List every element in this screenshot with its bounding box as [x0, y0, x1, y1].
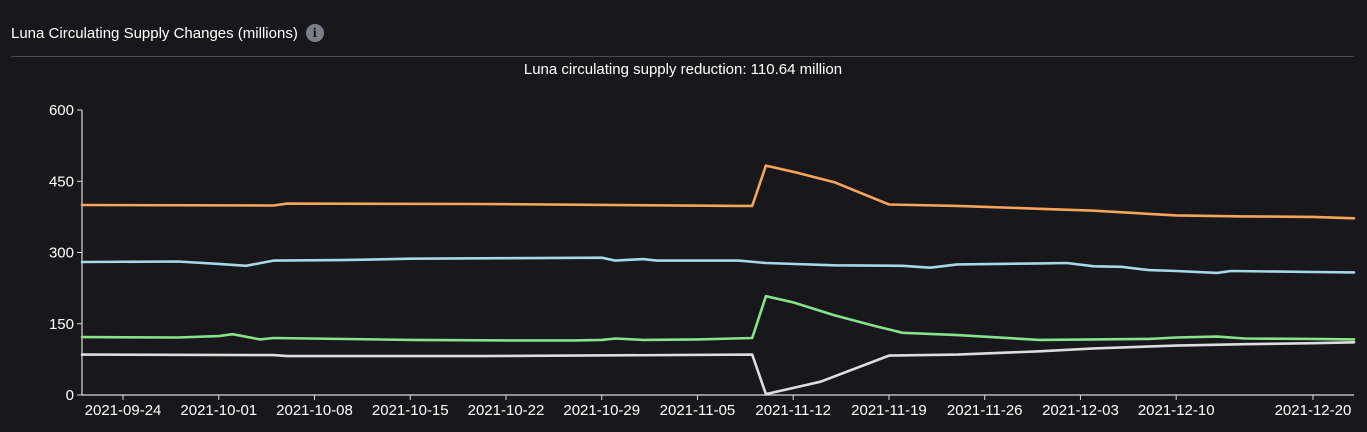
header-divider: [11, 56, 1354, 57]
x-tick-label: 2021-10-29: [563, 402, 640, 419]
y-tick-label: 0: [66, 387, 74, 404]
x-tick-label: 2021-12-10: [1138, 402, 1215, 419]
y-tick-label: 150: [49, 316, 74, 333]
axes: 0 150 300 450 600 2021-09-24 2021-10-01 2021-10…: [49, 102, 1354, 419]
x-tick-label: 2021-11-26: [947, 402, 1023, 419]
x-tick-label: 2021-11-05: [660, 402, 736, 419]
chart-subtitle: Luna circulating supply reduction: 110.6…: [524, 61, 842, 78]
x-tick-label: 2021-10-01: [180, 402, 257, 419]
series-line-4: [80, 341, 1356, 396]
y-tick-label: 600: [49, 102, 74, 119]
series-line-1: [80, 164, 1356, 220]
info-icon[interactable]: i: [305, 24, 324, 42]
x-tick-label: 2021-11-19: [851, 402, 927, 419]
x-tick-label: 2021-11-12: [755, 402, 831, 419]
series-line-2: [80, 256, 1356, 275]
y-tick-label: 450: [49, 173, 74, 190]
x-tick-label: 2021-12-20: [1275, 402, 1352, 419]
chart-title: Luna Circulating Supply Changes (million…: [11, 24, 298, 42]
x-tick-label: 2021-12-03: [1042, 402, 1119, 419]
x-tick-label: 2021-10-15: [372, 402, 449, 419]
x-tick-label: 2021-09-24: [85, 402, 162, 419]
series-layer: [80, 164, 1356, 396]
x-tick-label: 2021-10-08: [276, 402, 353, 419]
x-tick-label: 2021-10-22: [468, 402, 545, 419]
series-line-3: [80, 294, 1356, 342]
chart-header: Luna Circulating Supply Changes (million…: [11, 22, 324, 44]
y-tick-label: 300: [49, 245, 74, 262]
